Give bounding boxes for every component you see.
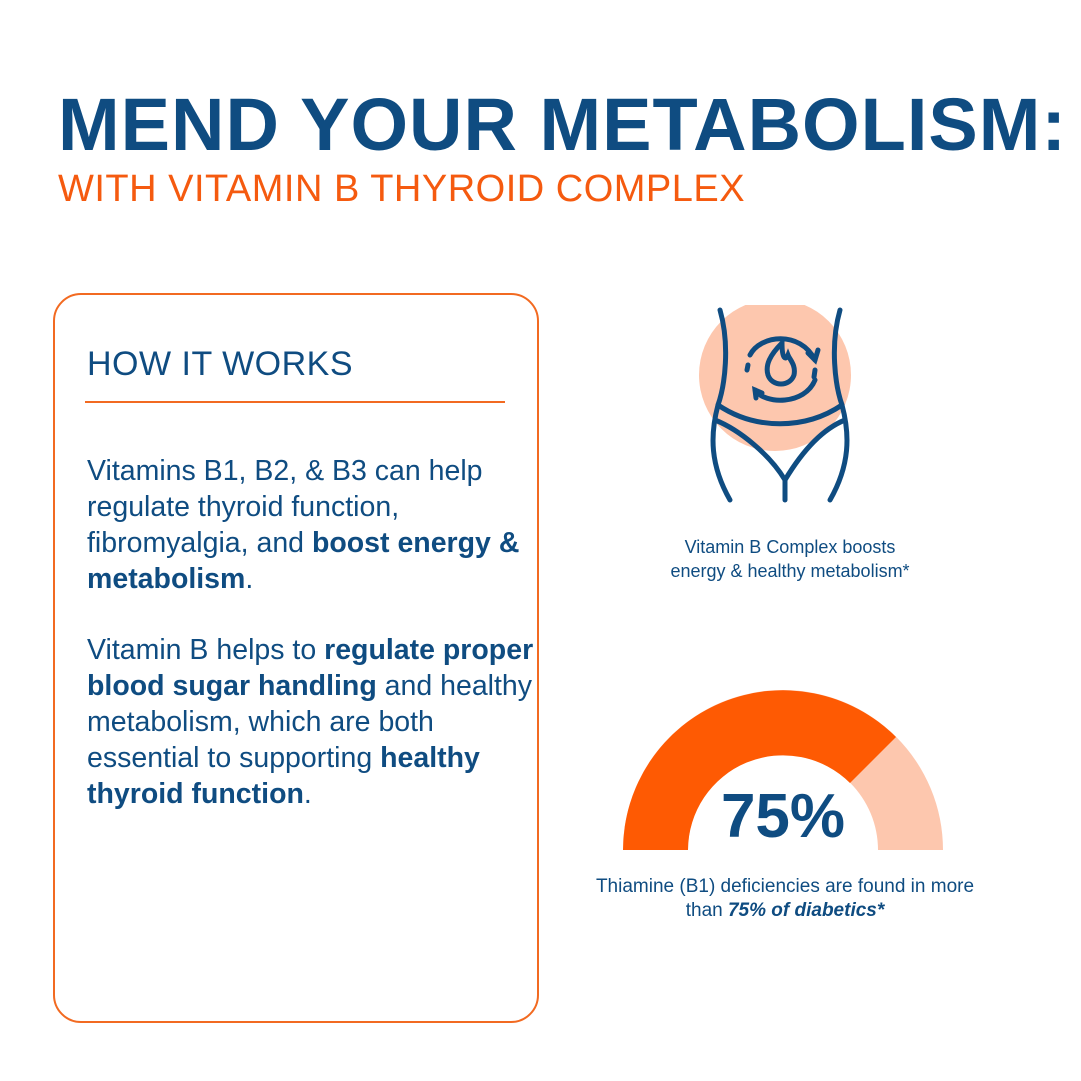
text: Vitamin B helps to xyxy=(87,634,325,666)
divider xyxy=(85,401,505,403)
bold-text: healthy thyroid function xyxy=(87,742,480,810)
text: Thiamine (B1) deficiencies are found in … xyxy=(595,876,975,921)
bold-text: 75% of diabetics* xyxy=(727,900,885,921)
stat-value: 75% xyxy=(720,782,846,851)
paragraph-2: Vitamin B helps to regulate proper blood… xyxy=(87,632,537,812)
gauge-chart xyxy=(620,690,946,850)
text: Vitamins B1, B2, & B3 can help regulate … xyxy=(87,455,483,559)
caption-line: Vitamin B Complex boosts xyxy=(684,537,896,557)
card-heading: HOW IT WORKS xyxy=(87,345,354,383)
text: . xyxy=(245,563,254,595)
paragraph-1: Vitamins B1, B2, & B3 can help regulate … xyxy=(87,453,537,597)
torso-metabolism-flame-icon xyxy=(690,299,880,525)
bold-text: regulate proper blood sugar handling xyxy=(87,634,534,702)
text: and healthy metabolism, which are both e… xyxy=(87,670,533,774)
page-title: MEND YOUR METABOLISM: xyxy=(58,83,1068,166)
metabolism-caption: Vitamin B Complex boosts energy & health… xyxy=(600,535,980,583)
how-it-works-card: HOW IT WORKS Vitamins B1, B2, & B3 can h… xyxy=(53,293,539,1023)
page-subtitle: WITH VITAMIN B THYROID COMPLEX xyxy=(58,168,746,210)
stat-caption: Thiamine (B1) deficiencies are found in … xyxy=(580,875,990,923)
bold-text: boost energy & metabolism xyxy=(87,527,520,595)
caption-line: energy & healthy metabolism* xyxy=(670,561,910,581)
text: . xyxy=(303,778,312,810)
